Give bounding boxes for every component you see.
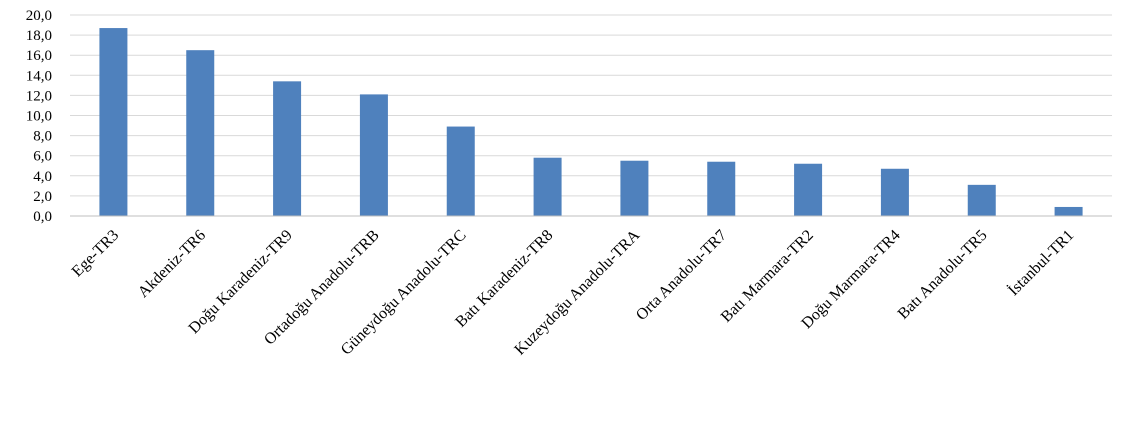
bar [967, 184, 996, 216]
x-category-label: Orta Anadolu-TR7 [633, 227, 730, 324]
y-axis-ticks: 0,0 2,0 4,0 6,0 8,0 10,0 12,0 14,0 16,0 18,0 20,0 [26, 8, 52, 225]
y-tick-label: 14,0 [26, 68, 52, 84]
y-tick-label: 18,0 [26, 28, 52, 44]
x-category-label: Batı Anadolu-TR5 [895, 227, 991, 323]
bar [533, 157, 562, 216]
y-tick-label: 0,0 [33, 209, 52, 225]
y-tick-label: 16,0 [26, 48, 52, 64]
y-tick-label: 4,0 [33, 169, 52, 185]
bar [186, 50, 215, 216]
x-category-label: İstanbul-TR1 [1004, 226, 1077, 299]
y-tick-label: 20,0 [26, 8, 52, 24]
y-tick-label: 6,0 [33, 149, 52, 165]
x-category-label: Ege-TR3 [69, 227, 122, 280]
bar [707, 161, 736, 216]
bar [880, 168, 909, 216]
x-category-label: Batı Marmara-TR2 [718, 227, 817, 326]
bar [273, 81, 302, 216]
bar [446, 126, 475, 216]
bar [359, 94, 388, 216]
gridlines [70, 14, 1112, 197]
y-tick-label: 10,0 [26, 109, 52, 125]
y-tick-label: 8,0 [33, 129, 52, 145]
y-tick-label: 12,0 [26, 88, 52, 104]
bar [99, 28, 128, 216]
bar [1054, 206, 1083, 216]
x-category-label: Akdeniz-TR6 [135, 227, 209, 301]
bar [620, 160, 649, 216]
y-tick-label: 2,0 [33, 189, 52, 205]
x-category-label: Batı Karadeniz-TR8 [452, 227, 556, 331]
x-category-label: Doğu Marmara-TR4 [798, 227, 903, 332]
bar [794, 163, 823, 216]
bars [99, 28, 1083, 216]
